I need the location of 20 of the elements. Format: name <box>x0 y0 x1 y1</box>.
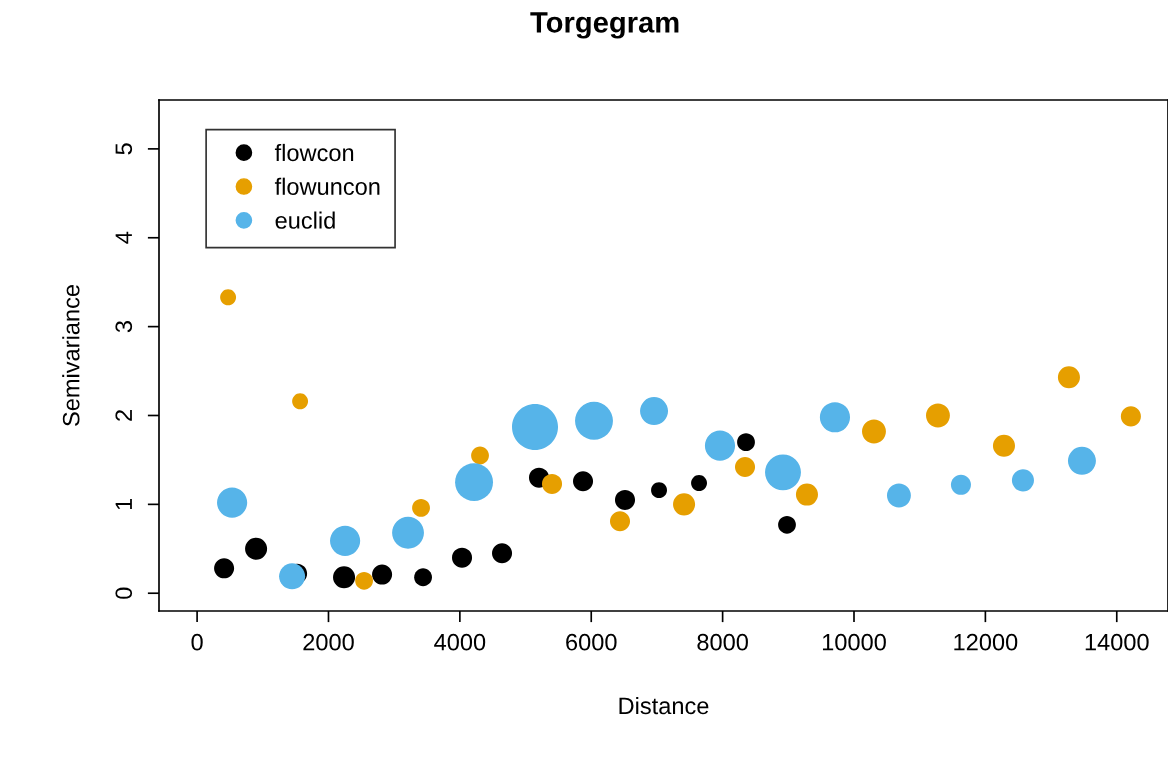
legend-label: flowcon <box>274 143 354 162</box>
x-tick-label: 14000 <box>1085 633 1149 651</box>
legend-label: euclid <box>275 211 335 229</box>
x-axis-title: Distance <box>619 696 709 715</box>
x-tick-label: 2000 <box>303 633 354 651</box>
y-axis-title: Semivariance <box>62 285 80 426</box>
y-tick-label: 2 <box>115 410 132 421</box>
x-tick-label: 12000 <box>954 633 1018 651</box>
chart-title: Torgegram <box>530 12 679 39</box>
x-tick-label: 4000 <box>434 633 486 651</box>
y-tick-label: 1 <box>115 498 132 510</box>
x-tick-label: 6000 <box>566 633 617 651</box>
x-tick-label: 0 <box>191 633 203 651</box>
x-tick-label: 8000 <box>697 633 748 651</box>
y-tick-label: 5 <box>115 143 133 155</box>
x-tick-label: 10000 <box>822 633 886 651</box>
y-tick-label: 4 <box>115 231 132 244</box>
y-tick-label: 3 <box>115 321 133 333</box>
legend-label: flowuncon <box>274 177 380 196</box>
y-tick-label: 0 <box>115 587 133 599</box>
